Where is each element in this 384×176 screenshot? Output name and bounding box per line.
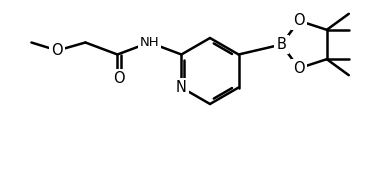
Text: O: O (293, 13, 305, 28)
Text: B: B (276, 37, 286, 52)
Text: N: N (176, 80, 187, 95)
Text: NH: NH (140, 36, 159, 49)
Text: O: O (113, 71, 125, 86)
Text: O: O (51, 43, 63, 58)
Text: O: O (293, 61, 305, 76)
